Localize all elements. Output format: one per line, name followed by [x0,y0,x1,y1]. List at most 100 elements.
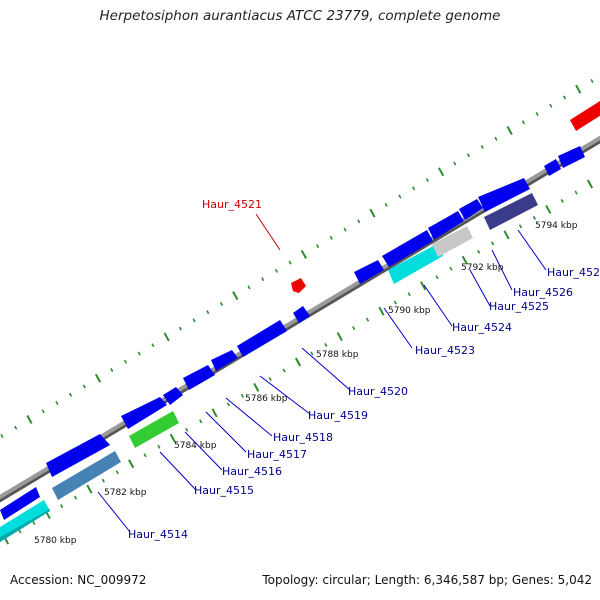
gene-feature[interactable] [121,397,167,429]
leader-line-highlight [255,213,281,251]
scale-tick [240,393,244,398]
scale-tick [137,351,141,356]
scale-tick [384,202,388,207]
gene-label[interactable]: Haur_4518 [273,431,333,444]
gene-label[interactable]: Haur_4523 [415,344,475,357]
scale-tick [412,186,416,191]
gene-feature[interactable] [46,434,110,477]
gene-feature[interactable] [558,146,585,168]
scale-tick [288,260,292,265]
leader-line [301,347,351,391]
gene-label[interactable]: Haur_4519 [308,409,368,422]
gene-labels: Haur_4521 Haur_4514 Haur_4515 Haur_4516 Haur… [128,198,600,541]
scale-tick [352,326,356,331]
map-title: Herpetosiphon aurantiacus ATCC 23779, co… [99,8,501,24]
scale-tick [32,521,36,526]
gene-label[interactable]: Haur_4525 [489,300,549,313]
gene-label[interactable]: Haur_4521 [202,198,262,211]
gene-haur-4524-bar[interactable] [432,226,473,257]
scale-labels: 5780 kbp 5782 kbp 5784 kbp 5786 kbp 5788 kbp… [34,221,578,546]
scale-tick [393,300,397,305]
scale-tick [14,425,18,430]
gene-feature[interactable] [163,387,183,405]
scale-tick [545,204,552,214]
scale-tick [94,373,102,383]
scale-tick [491,241,495,246]
scale-tick [435,275,439,280]
scale-tick [247,285,251,290]
gene-haur-4526-bar[interactable] [484,193,538,230]
gene-label[interactable]: Haur_4516 [222,465,282,478]
scale-tick [101,478,105,483]
gene-feature[interactable] [478,178,530,212]
scale-tick [128,459,135,469]
scale-tick [562,95,567,100]
gene-feature[interactable] [354,260,384,284]
scale-tick [169,433,176,443]
scale-tick [365,317,370,322]
gene-haur-4522-bar[interactable] [570,101,600,131]
gene-label[interactable]: Haur_4514 [128,528,188,541]
leader-line [225,397,273,437]
gene-feature[interactable] [237,320,287,357]
gene-haur-4516-bar[interactable] [129,411,179,448]
leader-line [259,375,311,415]
gene-haur-4514-bar-shade [0,509,50,542]
scale-tick [549,103,553,108]
scale-label: 5790 kbp [388,306,431,316]
gene-feature[interactable] [0,487,40,520]
scale-tick [343,227,347,232]
gene-feature[interactable] [211,350,238,371]
scale-tick [192,318,196,323]
scale-tick [41,409,45,414]
scale-tick [425,178,429,183]
scale-tick [369,208,376,218]
scale-tick [437,167,445,177]
leader-line [469,269,491,307]
gene-label[interactable]: Haur_4524 [452,321,512,334]
leader-line [517,229,547,271]
gene-label[interactable]: Haur_4520 [348,385,408,398]
gene-feature[interactable] [428,211,464,240]
leader-line [159,451,197,491]
scale-tick [123,359,128,364]
gene-feature[interactable] [382,230,433,267]
scale-tick [73,495,78,500]
gene-label[interactable]: Haur_4526 [513,286,573,299]
leader-line [423,284,453,327]
scale-tick [18,529,22,534]
inner-tick-ring [2,179,594,545]
scale-tick [232,291,239,301]
gene-feature[interactable] [183,365,215,390]
scale-tick [590,79,594,83]
gene-feature[interactable] [544,159,561,176]
leader-line [184,431,223,471]
scale-tick [151,343,155,348]
gene-haur-4515-bar[interactable] [52,451,121,500]
scale-tick [55,400,59,405]
leader-line [383,307,413,349]
scale-tick [407,292,411,297]
scale-tick [211,408,218,418]
gene-label[interactable]: Haur_4517 [247,448,307,461]
scale-tick [449,266,453,271]
scale-tick [199,419,203,424]
scale-tick [310,351,314,356]
gene-haur-4523-bar[interactable] [388,244,443,284]
scale-tick [163,332,170,342]
scale-tick [60,504,64,509]
forward-strand-genes [0,146,585,520]
scale-tick [586,179,594,189]
gene-feature[interactable] [293,306,310,323]
scale-tick [521,120,525,125]
gene-label[interactable]: Haur_4527 [547,266,600,279]
gene-feature[interactable] [459,199,483,220]
scale-tick [461,255,468,265]
gene-haur-4521-marker[interactable] [291,278,306,293]
gene-label[interactable]: Haur_4515 [194,484,254,497]
scale-label: 5780 kbp [34,536,77,546]
scale-tick [357,219,361,224]
label-leader-lines [97,229,547,533]
